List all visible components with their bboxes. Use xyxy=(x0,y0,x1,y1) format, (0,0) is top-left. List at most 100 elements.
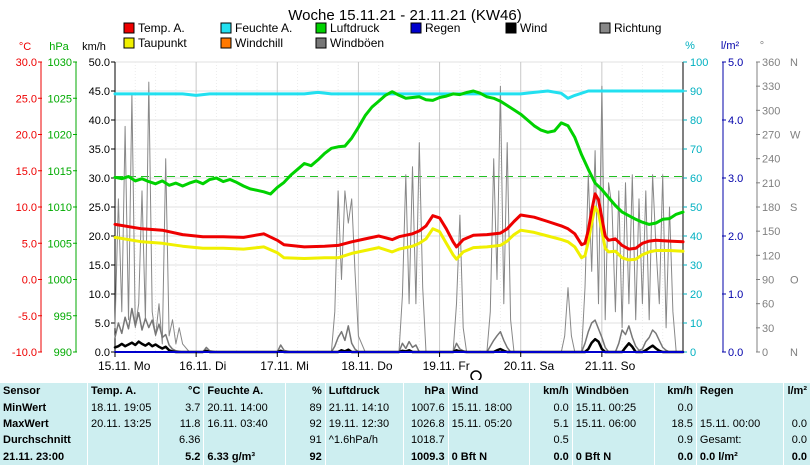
cell-value: 1018.7 xyxy=(403,432,449,449)
tick-pct: 30 xyxy=(690,260,702,272)
tick-suffix-deg: N xyxy=(790,347,798,359)
cell-value: 0.0 xyxy=(791,417,807,430)
cell-info: 15.11. 18:00 xyxy=(448,399,531,416)
legend-swatch-windchill xyxy=(220,37,232,49)
series-luftdruck xyxy=(113,89,685,226)
cell-info: 15.11. 06:00 xyxy=(572,415,655,433)
x-label: 15.11. Mo xyxy=(98,359,151,373)
legend-label-windchill: Windchill xyxy=(235,36,283,50)
x-label: 20.11. Sa xyxy=(504,359,555,373)
tick-hpa: 1030 xyxy=(48,57,72,69)
cell-value xyxy=(784,399,810,415)
tick-pct: 50 xyxy=(690,202,702,214)
legend-swatch-temp xyxy=(123,22,135,34)
series-feuchte xyxy=(113,89,685,100)
legend-swatch-taupunkt xyxy=(123,37,135,49)
cell-value: 18.5 xyxy=(654,415,697,433)
table-row: Durchschnitt 6.36 91 ^1.6hPa/h 1018.7 0.5 0.9 G… xyxy=(0,432,810,449)
header-windboeen: Windböen xyxy=(572,383,655,400)
tick-hpa: 995 xyxy=(54,311,72,323)
chart-title: Woche 15.11.21 - 21.11.21 (KW46) xyxy=(288,7,521,24)
legend-swatch-wind xyxy=(505,22,517,34)
tick-deg: 0 xyxy=(762,347,768,359)
tick-hpa: 1000 xyxy=(48,275,72,287)
header-luftdruck-unit: hPa xyxy=(403,383,449,400)
cell-info: 18.11. 19:05 xyxy=(87,399,159,416)
cell-value: 0.0 xyxy=(654,399,697,416)
x-label: 21.11. So xyxy=(585,359,636,373)
table-row: MinWert 18.11. 19:05 3.7 20.11. 14:00 89 21.1… xyxy=(0,399,810,416)
tick-hpa: 1020 xyxy=(48,130,72,142)
cell-value: 1026.8 xyxy=(403,415,449,433)
tick-lm2: 0.0 xyxy=(728,347,743,359)
cell-value: 91 xyxy=(285,432,326,449)
cell-value: 11.8 xyxy=(158,415,205,433)
cell-value: 1007.6 xyxy=(403,399,449,416)
x-label: 18.11. Do xyxy=(341,359,392,373)
axis-unit-hpa: hPa xyxy=(49,41,69,53)
tick-hpa: 1005 xyxy=(48,238,72,250)
legend-swatch-richtung xyxy=(599,22,611,34)
header-feuchte-unit: % xyxy=(285,383,326,400)
tick-deg: 330 xyxy=(762,81,780,93)
legend-label-feuchte: Feuchte A. xyxy=(235,21,292,35)
cell-info xyxy=(203,432,287,449)
tick-temp: -10.0 xyxy=(12,347,37,359)
legend-swatch-feuchte xyxy=(220,22,232,34)
cell-value: 92 xyxy=(285,415,326,433)
tick-labels: -10.0 -5.0 0.0 5.0 10.0 15.0 20.0 25.0 30.0 990 99… xyxy=(12,57,801,359)
tick-kmh: 25.0 xyxy=(89,202,110,214)
tick-temp: -5.0 xyxy=(18,311,37,323)
tick-deg: 120 xyxy=(762,250,780,262)
tick-temp: 0.0 xyxy=(22,275,37,287)
tick-pct: 100 xyxy=(690,57,708,69)
tick-deg: 30 xyxy=(762,323,774,335)
tick-suffix-deg: W xyxy=(790,130,801,142)
legend-label-taupunkt: Taupunkt xyxy=(138,36,187,50)
tick-pct: 60 xyxy=(690,173,702,185)
tick-pct: 10 xyxy=(690,318,702,330)
cell-info: 19.11. 12:30 xyxy=(325,415,404,433)
tick-temp: 25.0 xyxy=(16,93,37,105)
tick-suffix-deg: S xyxy=(790,202,797,214)
cursor-circle[interactable] xyxy=(470,370,482,380)
tick-deg: 360 xyxy=(762,57,780,69)
tick-deg: 150 xyxy=(762,226,780,238)
legend-label-regen: Regen xyxy=(425,21,460,35)
tick-temp: 20.0 xyxy=(16,130,37,142)
cell-value: 1009.3 xyxy=(403,448,449,465)
header-feuchte: Feuchte A. xyxy=(203,383,287,400)
cell-info: 15.11. 00:00 xyxy=(696,415,785,433)
legend: Temp. A. Feuchte A. Luftdruck Regen Wind Rich… xyxy=(123,21,661,50)
row-label: Durchschnitt xyxy=(0,432,88,449)
axis-unit-kmh: km/h xyxy=(82,41,106,53)
cell-value: 92 xyxy=(285,448,326,465)
tick-hpa: 990 xyxy=(54,347,72,359)
summary-table: Sensor Temp. A. °C Feuchte A. % Luftdruc… xyxy=(0,383,810,465)
tick-pct: 40 xyxy=(690,231,702,243)
header-regen: Regen xyxy=(696,383,785,400)
header-wind: Wind xyxy=(448,383,531,400)
cell-value: 6.36 xyxy=(158,432,205,449)
legend-label-windboeen: Windböen xyxy=(330,36,384,50)
cell-info: 21.11. 14:10 xyxy=(325,399,404,416)
x-label: 17.11. Mi xyxy=(260,359,308,373)
cell-info xyxy=(448,432,531,449)
tick-kmh: 5.0 xyxy=(95,318,110,330)
x-label: 19.11. Fr xyxy=(423,359,470,373)
tick-deg: 210 xyxy=(762,178,780,190)
cell-info: 0.0 l/m² xyxy=(696,448,785,465)
series-temp xyxy=(113,192,685,251)
axis-unit-deg: ° xyxy=(760,40,764,52)
tick-temp: 5.0 xyxy=(22,238,37,250)
tick-kmh: 15.0 xyxy=(89,260,110,272)
axis-unit-temp: °C xyxy=(19,41,31,53)
legend-swatch-luftdruck xyxy=(315,22,327,34)
cell-info: 0 Bft N xyxy=(448,448,531,465)
tick-suffix-deg: N xyxy=(790,57,798,69)
tick-lm2: 1.0 xyxy=(728,289,743,301)
header-temp-unit: °C xyxy=(158,383,205,400)
tick-lm2: 4.0 xyxy=(728,115,743,127)
tick-deg: 300 xyxy=(762,105,780,117)
